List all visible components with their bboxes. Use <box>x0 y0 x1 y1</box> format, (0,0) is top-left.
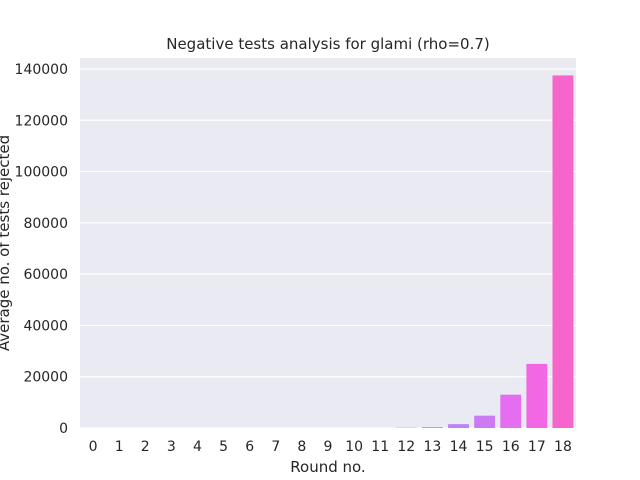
x-tick-label: 3 <box>167 439 176 455</box>
y-axis-label: Average no. of tests rejected <box>0 135 13 351</box>
x-tick-label: 1 <box>115 439 124 455</box>
gridlines <box>80 68 576 429</box>
x-tick-label: 6 <box>245 439 254 455</box>
x-tick-label: 7 <box>271 439 280 455</box>
x-tick-label: 4 <box>193 439 202 455</box>
plot-background <box>80 58 576 428</box>
bars <box>395 75 574 429</box>
x-tick-label: 17 <box>528 439 546 455</box>
x-tick-label: 2 <box>141 439 150 455</box>
y-tick-label: 80000 <box>23 216 68 232</box>
x-tick-labels: 0 1 2 3 4 5 6 7 8 9 10 11 12 13 14 15 16 17 18 <box>89 439 572 455</box>
chart-title: Negative tests analysis for glami (rho=0… <box>166 35 490 53</box>
x-tick-label: 16 <box>502 439 520 455</box>
bar-round-17 <box>526 363 548 428</box>
y-tick-label: 100000 <box>15 165 68 181</box>
x-tick-label: 11 <box>371 439 389 455</box>
bar-round-16 <box>500 394 522 428</box>
x-tick-label: 10 <box>345 439 363 455</box>
y-tick-label: 40000 <box>23 318 68 334</box>
y-tick-label: 120000 <box>15 113 68 129</box>
x-tick-label: 13 <box>424 439 442 455</box>
bar-round-14 <box>448 424 469 428</box>
x-tick-label: 14 <box>450 439 468 455</box>
x-tick-label: 5 <box>219 439 228 455</box>
x-tick-label: 0 <box>89 439 98 455</box>
bar-round-13 <box>421 427 443 428</box>
bar-round-15 <box>474 415 496 428</box>
y-tick-label: 140000 <box>15 62 68 78</box>
x-tick-label: 9 <box>324 439 333 455</box>
y-tick-labels: 0 20000 40000 60000 80000 100000 120000 140000 <box>15 62 68 437</box>
x-tick-label: 8 <box>297 439 306 455</box>
x-axis-label: Round no. <box>290 458 365 476</box>
y-tick-label: 20000 <box>23 370 68 386</box>
x-tick-label: 15 <box>476 439 494 455</box>
x-tick-label: 12 <box>397 439 415 455</box>
y-tick-label: 60000 <box>23 267 68 283</box>
x-tick-label: 18 <box>554 439 572 455</box>
bar-round-18 <box>552 75 574 429</box>
y-tick-label: 0 <box>59 421 68 437</box>
